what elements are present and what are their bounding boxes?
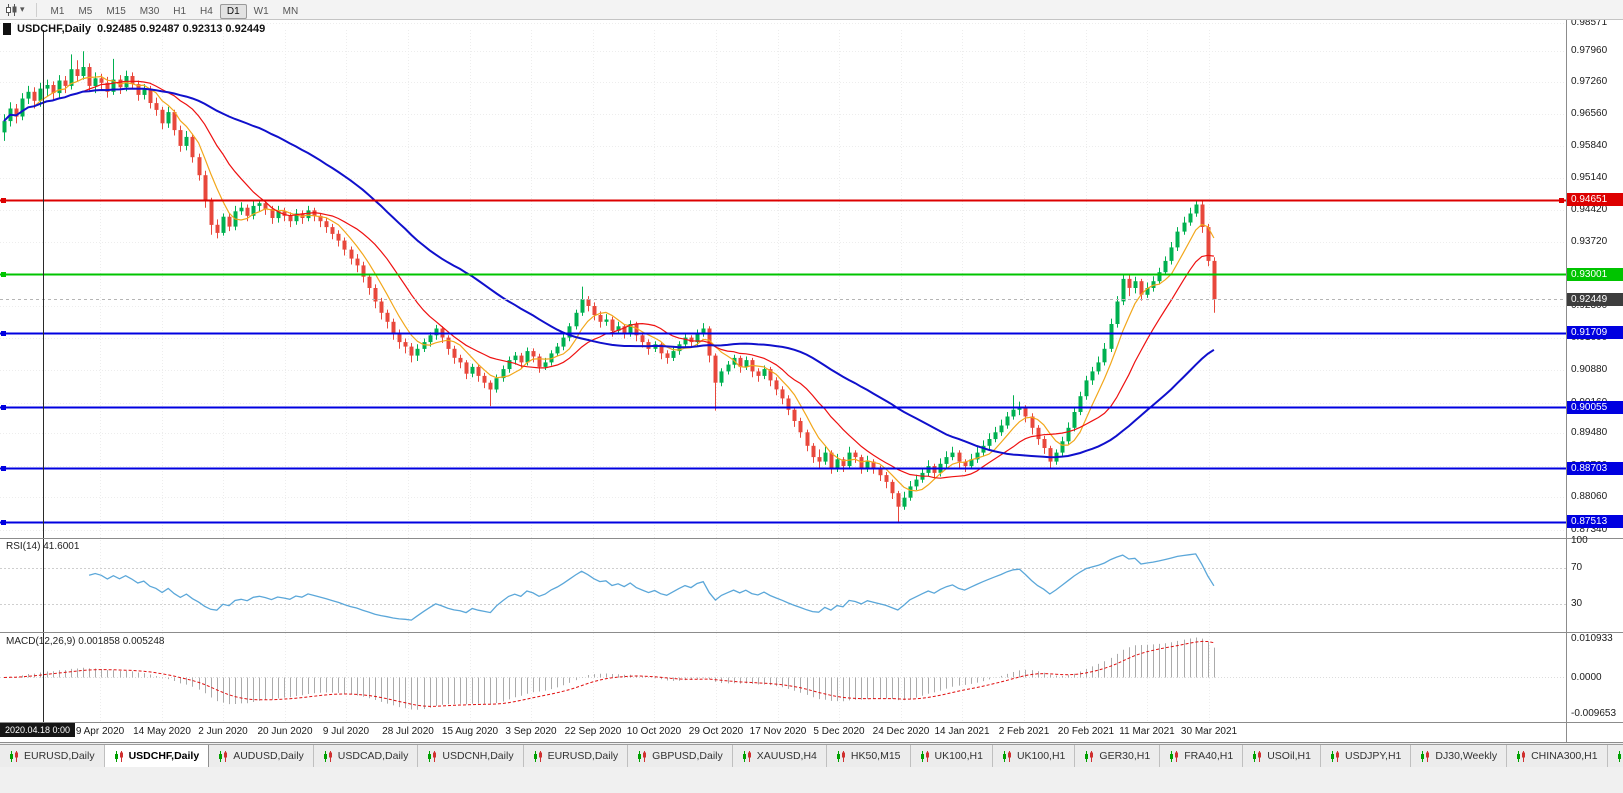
mini-chart-icon (9, 750, 19, 762)
tab-uk100-h1[interactable]: UK100,H1 (993, 745, 1076, 767)
tf-button-m30[interactable]: M30 (139, 5, 160, 17)
mini-chart-icon (533, 750, 543, 762)
caret-down-icon[interactable]: ▾ (20, 4, 25, 14)
tab-label: USOil,H1 (1267, 750, 1311, 762)
tf-button-m15[interactable]: M15 (106, 5, 126, 17)
mini-chart-icon (114, 750, 124, 762)
mini-chart-icon (742, 750, 752, 762)
tab-u[interactable]: U (1608, 745, 1623, 767)
horizontal-line-objects[interactable] (0, 198, 1566, 525)
ma-fast-line (3, 75, 1215, 492)
chart-symbol-label: USDCHF,Daily (17, 23, 91, 35)
tf-button-d1[interactable]: D1 (219, 3, 247, 19)
vline-date-label[interactable]: 2020.04.18 0:00 (0, 723, 76, 737)
timeframe-buttons: M1 M5 M15 M30 H1 H4 D1 W1 MN (44, 1, 306, 19)
mini-chart-icon (1084, 750, 1094, 762)
tab-usdchf-daily[interactable]: USDCHF,Daily (104, 745, 210, 767)
timeframe-toolbar: ▾ M1 M5 M15 M30 H1 H4 D1 W1 MN (0, 0, 1623, 20)
tab-china300-h1[interactable]: CHINA300,H1 (1507, 745, 1608, 767)
mini-chart-icon (637, 750, 647, 762)
horizontal-gridlines (0, 23, 1566, 531)
tab-usdjpy-h1[interactable]: USDJPY,H1 (1321, 745, 1412, 767)
tab-label: XAUUSD,H4 (756, 750, 817, 762)
chart-ohlc-values: 0.92485 0.92487 0.92313 0.92449 (96, 23, 266, 35)
tab-hk50-m15[interactable]: HK50,M15 (827, 745, 911, 767)
tab-label: AUDUSD,Daily (233, 750, 304, 762)
mini-chart-icon (1330, 750, 1340, 762)
tab-label: GBPUSD,Daily (652, 750, 723, 762)
tf-button-w1[interactable]: W1 (253, 5, 269, 17)
tab-label: CHINA300,H1 (1531, 750, 1598, 762)
tab-audusd-daily[interactable]: AUDUSD,Daily (209, 745, 314, 767)
rsi-line (88, 553, 1215, 621)
tf-button-h1[interactable]: H1 (173, 5, 187, 17)
rsi-indicator-label: RSI(14) 41.6001 (6, 541, 80, 552)
tab-label: DJ30,Weekly (1435, 750, 1498, 762)
tf-button-m5[interactable]: M5 (78, 5, 93, 17)
tab-eurusd-daily[interactable]: EURUSD,Daily (524, 745, 629, 767)
tf-button-mn[interactable]: MN (282, 5, 299, 17)
mini-chart-icon (1002, 750, 1012, 762)
tab-label: HK50,M15 (850, 750, 901, 762)
tab-eurusd-daily[interactable]: EURUSD,Daily (0, 745, 105, 767)
tab-label: GER30,H1 (1099, 750, 1151, 762)
chart-title: USDCHF,Daily 0.92485 0.92487 0.92313 0.9… (3, 23, 265, 35)
tab-fra40-h1[interactable]: FRA40,H1 (1160, 745, 1244, 767)
tab-label: UK100,H1 (1016, 750, 1066, 762)
toolbar-separator (35, 2, 37, 17)
mini-chart-icon (920, 750, 930, 762)
tf-button-h4[interactable]: H4 (200, 5, 213, 17)
candlestick-chart-icon[interactable] (5, 3, 18, 16)
mini-chart-icon (218, 750, 228, 762)
tab-ger30-h1[interactable]: GER30,H1 (1075, 745, 1161, 767)
chart-tabs-bar: EURUSD,Daily USDCHF,Daily AUDUSD,Daily USDC… (0, 744, 1623, 767)
tab-label: USDCHF,Daily (128, 750, 200, 762)
tab-usoil-h1[interactable]: USOil,H1 (1243, 745, 1321, 767)
mini-chart-icon (1420, 750, 1430, 762)
tab-usdcad-daily[interactable]: USDCAD,Daily (314, 745, 419, 767)
tab-label: EURUSD,Daily (24, 750, 95, 762)
macd-signal-line (3, 640, 1214, 707)
price-axis[interactable] (1567, 20, 1623, 743)
tab-xauusd-h4[interactable]: XAUUSD,H4 (733, 745, 827, 767)
mini-chart-icon (1617, 750, 1623, 762)
tab-gbpusd-daily[interactable]: GBPUSD,Daily (628, 745, 733, 767)
mini-chart-icon (836, 750, 846, 762)
mini-chart-icon (1516, 750, 1526, 762)
mini-chart-icon (1252, 750, 1262, 762)
rsi-level-lines (0, 568, 1566, 605)
tab-label: USDCNH,Daily (442, 750, 514, 762)
tab-usdcnh-daily[interactable]: USDCNH,Daily (418, 745, 524, 767)
tab-label: UK100,H1 (934, 750, 983, 762)
mini-chart-icon (323, 750, 333, 762)
tab-label: EURUSD,Daily (547, 750, 619, 762)
tab-label: USDJPY,H1 (1344, 750, 1402, 762)
tab-label: FRA40,H1 (1184, 750, 1234, 762)
mini-chart-icon (1169, 750, 1179, 762)
macd-indicator-label: MACD(12,26,9) 0.001858 0.005248 (6, 636, 165, 647)
tf-button-m1[interactable]: M1 (50, 5, 65, 17)
tab-uk100-h1[interactable]: UK100,H1 (911, 745, 993, 767)
tab-label: USDCAD,Daily (337, 750, 409, 762)
symbol-marker-icon (3, 23, 11, 35)
mini-chart-icon (427, 750, 437, 762)
ma-slow-line (3, 87, 1215, 459)
tab-dj30-weekly[interactable]: DJ30,Weekly (1411, 745, 1508, 767)
